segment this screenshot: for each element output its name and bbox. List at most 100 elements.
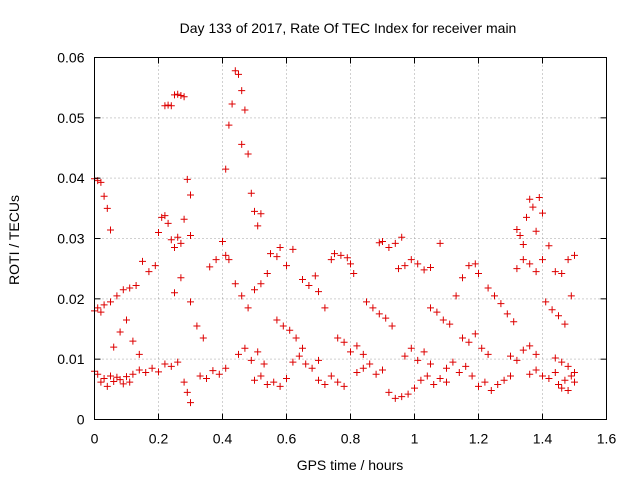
data-point: [465, 338, 473, 346]
data-point: [391, 394, 399, 402]
data-point: [443, 378, 450, 386]
data-point: [286, 326, 294, 334]
data-point: [132, 282, 140, 290]
data-point: [340, 382, 348, 390]
data-point: [391, 239, 399, 247]
data-point: [97, 378, 105, 386]
data-point: [407, 344, 415, 352]
data-point: [363, 298, 370, 306]
data-point: [420, 348, 428, 356]
x-tick-label: 1.6: [597, 431, 617, 447]
data-point: [382, 314, 390, 322]
data-point: [97, 308, 105, 316]
data-point: [491, 292, 498, 300]
data-point: [107, 226, 114, 234]
data-point: [187, 298, 194, 306]
data-point: [561, 320, 569, 328]
data-point: [414, 260, 422, 268]
x-tick-label: 0.6: [277, 431, 297, 447]
data-point: [379, 238, 386, 246]
data-point: [475, 382, 482, 390]
data-point: [238, 140, 246, 148]
data-point: [420, 266, 428, 274]
data-point: [167, 102, 175, 110]
chart-title: Day 133 of 2017, Rate Of TEC Index for r…: [180, 20, 517, 36]
data-point: [507, 352, 514, 360]
data-point: [295, 352, 303, 360]
data-point: [311, 272, 319, 280]
data-point: [161, 212, 169, 220]
data-point: [340, 338, 348, 346]
x-tick-label: 0.2: [149, 431, 169, 447]
data-point: [484, 284, 492, 292]
data-point: [526, 195, 534, 203]
data-point: [558, 384, 566, 392]
data-point: [494, 381, 502, 389]
data-point: [398, 233, 406, 241]
data-point: [148, 364, 156, 372]
data-point: [327, 256, 335, 264]
x-axis: 0 0.2 0.4 0.6 0.8 1 1.2 1.4 1.6: [91, 57, 617, 447]
y-tick-label: 0: [77, 412, 85, 428]
data-point: [315, 376, 322, 384]
data-point: [347, 348, 354, 356]
data-point: [215, 370, 223, 378]
data-point: [343, 254, 351, 262]
data-point: [241, 344, 249, 352]
data-point: [401, 262, 409, 270]
data-point: [526, 342, 534, 350]
data-point: [500, 376, 508, 384]
data-point: [532, 227, 540, 235]
data-point: [177, 92, 185, 100]
x-tick-label: 0.4: [213, 431, 233, 447]
data-point: [571, 368, 578, 376]
y-tick-label: 0.03: [57, 231, 84, 247]
data-point: [417, 376, 425, 384]
data-point: [103, 382, 111, 390]
plot-frame: [94, 57, 607, 420]
data-point: [276, 382, 284, 390]
data-point: [513, 225, 521, 233]
data-point: [257, 280, 265, 288]
data-point: [427, 263, 434, 271]
data-point: [427, 360, 434, 368]
data-point: [423, 372, 431, 380]
data-point: [564, 362, 572, 370]
data-point: [247, 356, 255, 364]
data-point: [455, 368, 463, 376]
data-point: [379, 366, 386, 374]
data-point: [459, 334, 466, 342]
data-point: [337, 251, 345, 259]
data-point: [231, 280, 239, 288]
data-point: [100, 374, 108, 382]
data-point: [353, 342, 361, 350]
data-point: [126, 284, 134, 292]
y-axis-label: ROTI / TECUs: [6, 195, 22, 285]
data-point: [350, 269, 358, 277]
data-point: [164, 101, 172, 109]
data-point: [100, 301, 108, 309]
data-point: [155, 228, 162, 236]
data-point: [135, 350, 143, 358]
data-point: [94, 304, 102, 312]
data-point: [263, 269, 271, 277]
data-point: [219, 238, 226, 246]
data-point: [276, 244, 284, 252]
data-point: [116, 376, 124, 384]
data-point: [481, 378, 489, 386]
data-point: [366, 360, 374, 368]
data-point: [516, 231, 524, 239]
data-point: [555, 381, 562, 389]
data-point: [171, 244, 178, 252]
data-point: [375, 310, 383, 318]
data-point: [244, 304, 252, 312]
data-point: [107, 372, 114, 380]
data-point: [139, 257, 146, 265]
data-point: [209, 367, 217, 375]
data-point: [119, 380, 127, 388]
data-point: [238, 292, 246, 300]
data-point: [177, 274, 185, 282]
data-point: [567, 292, 575, 300]
data-point: [222, 165, 230, 173]
data-point: [155, 368, 162, 376]
